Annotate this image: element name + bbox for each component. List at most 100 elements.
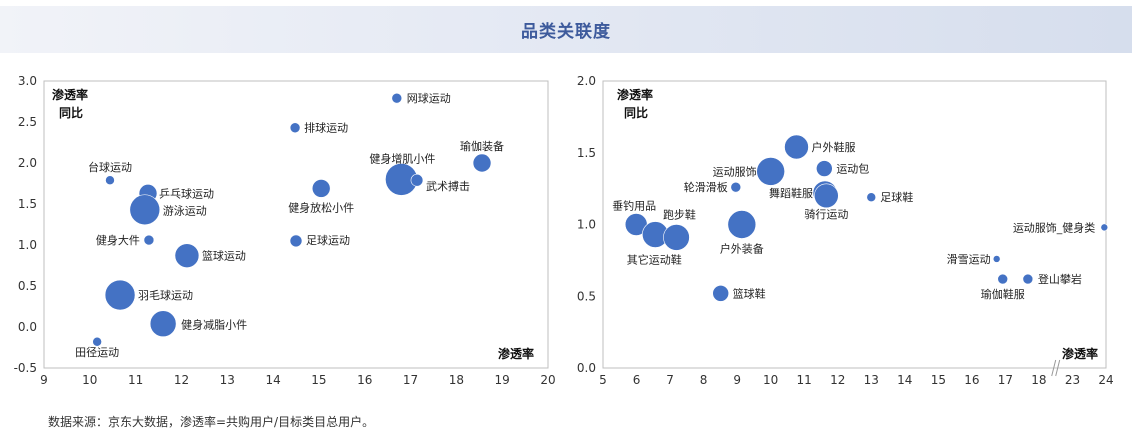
bubble-label: 健身放松小件	[288, 200, 354, 214]
bubble	[663, 224, 690, 251]
x-tick-label: 16	[964, 373, 979, 387]
y-tick-label: 2.5	[18, 115, 37, 129]
y-tick-label: 0.0	[577, 361, 596, 375]
footnote: 数据来源：京东大数据，渗透率=共购用户/目标类目总用户。	[48, 415, 375, 429]
bubble	[784, 134, 809, 160]
y-tick-label: 0.5	[18, 279, 37, 293]
y-tick-label: 0.0	[18, 320, 37, 334]
bubble-label: 足球运动	[306, 233, 350, 247]
bubble	[311, 179, 331, 198]
bubble	[816, 160, 833, 177]
x-tick-label: 9	[40, 373, 48, 387]
bubble	[149, 310, 177, 338]
bubble	[712, 285, 730, 302]
bubble	[1100, 223, 1109, 232]
bubble	[92, 336, 102, 347]
x-tick-label: 7	[666, 373, 674, 387]
bubble-label: 健身减脂小件	[181, 318, 247, 332]
bubble	[129, 194, 161, 226]
x-tick-label: 6	[633, 373, 641, 387]
bubble	[289, 234, 303, 248]
bubble	[289, 122, 301, 134]
x-tick-label: 18	[1031, 373, 1046, 387]
bubble	[143, 234, 155, 246]
bubble	[410, 173, 424, 187]
x-tick-label: 24	[1098, 373, 1113, 387]
x-tick-label: 12	[174, 373, 189, 387]
axis-break-mark	[1055, 359, 1061, 377]
bubble-label: 滑雪运动	[947, 253, 991, 266]
x-tick-label: 13	[220, 373, 235, 387]
bubble-label: 运动包	[836, 163, 869, 176]
bubble-label: 田径运动	[75, 346, 119, 359]
bubble	[104, 279, 136, 311]
bubble-label: 健身增肌小件	[369, 151, 435, 165]
bubble	[756, 157, 785, 186]
x-tick-label: 17	[403, 373, 418, 387]
bubble-label: 跑步鞋	[663, 207, 696, 221]
x-tick-label: 23	[1065, 373, 1080, 387]
bubble-label: 瑜伽装备	[460, 139, 504, 153]
bubble-label: 户外鞋服	[811, 140, 855, 154]
x-tick-label: 10	[763, 373, 778, 387]
x-tick-label: 11	[797, 373, 812, 387]
y-tick-label: 3.0	[18, 74, 37, 88]
y-tick-label: -0.5	[14, 361, 37, 375]
bubble	[391, 92, 403, 104]
bubble-label: 乒乓球运动	[159, 186, 214, 200]
bubble-label: 健身大件	[96, 233, 140, 247]
bubble-label: 运动服饰	[713, 164, 757, 178]
y-axis-title: 渗透率	[617, 87, 653, 102]
bubble-label: 篮球运动	[202, 249, 246, 263]
x-tick-label: 15	[931, 373, 946, 387]
bubble-label: 网球运动	[407, 91, 451, 105]
bubble-label: 瑜伽鞋服	[981, 287, 1025, 301]
bubble	[174, 243, 200, 268]
bubble	[730, 181, 742, 193]
y-tick-label: 1.0	[18, 238, 37, 252]
bubble-label: 其它运动鞋	[627, 253, 682, 267]
x-tick-label: 11	[128, 373, 143, 387]
x-tick-label: 13	[864, 373, 879, 387]
bubble-label: 羽毛球运动	[138, 288, 193, 302]
x-tick-label: 17	[998, 373, 1013, 387]
bubble-label: 骑行运动	[804, 208, 848, 221]
bubble-label: 武术搏击	[426, 179, 470, 193]
bubble-label: 游泳运动	[163, 204, 207, 218]
x-tick-label: 8	[700, 373, 708, 387]
y-tick-label: 1.0	[577, 218, 596, 232]
x-axis-title: 渗透率	[498, 346, 534, 361]
x-tick-label: 12	[830, 373, 845, 387]
bubble-label: 舞蹈鞋服	[769, 186, 813, 200]
bubble	[105, 175, 115, 186]
bubble	[866, 192, 877, 203]
x-tick-label: 5	[599, 373, 607, 387]
x-tick-label: 15	[311, 373, 326, 387]
bubble	[472, 153, 492, 173]
bubble-label: 台球运动	[88, 160, 132, 174]
bubble-label: 轮滑滑板	[684, 180, 728, 194]
y-tick-label: 1.5	[18, 197, 37, 211]
y-tick-label: 0.5	[577, 289, 596, 303]
y-tick-label: 2.0	[577, 74, 596, 88]
x-tick-label: 9	[733, 373, 741, 387]
bubble-label: 垂钓用品	[612, 199, 656, 213]
y-axis-title: 渗透率	[52, 87, 88, 102]
bubble	[814, 183, 839, 209]
bubble	[727, 210, 757, 239]
y-axis-title: 同比	[59, 105, 83, 120]
plot-area	[43, 80, 549, 369]
bubble	[992, 255, 1001, 263]
axis-break-mark	[1051, 359, 1057, 377]
bubble-label: 运动服饰_健身类	[1013, 220, 1096, 234]
bubble-label: 篮球鞋	[733, 286, 766, 300]
y-tick-label: 1.5	[577, 146, 596, 160]
title-banner: 品类关联度	[0, 6, 1132, 53]
y-axis-title: 同比	[624, 105, 648, 120]
bubble	[1022, 273, 1034, 285]
x-tick-label: 16	[357, 373, 372, 387]
x-axis-title: 渗透率	[1062, 346, 1098, 361]
bubble	[997, 273, 1009, 285]
